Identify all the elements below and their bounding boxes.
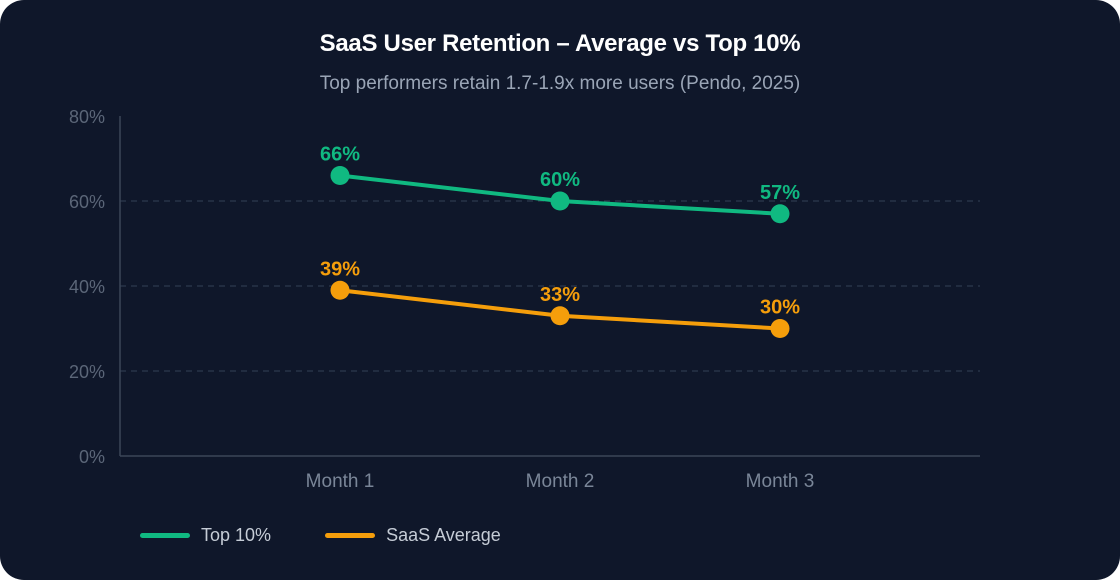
y-tick-label: 0% xyxy=(79,447,105,467)
data-label: 33% xyxy=(540,284,580,306)
legend-swatch-top10 xyxy=(140,533,190,538)
data-point xyxy=(770,204,790,224)
chart-title: SaaS User Retention – Average vs Top 10% xyxy=(319,30,801,57)
y-tick-label: 20% xyxy=(69,362,105,382)
legend-label-average: SaaS Average xyxy=(386,525,501,545)
legend-swatch-average xyxy=(325,533,376,538)
data-point xyxy=(330,166,350,185)
x-tick-label: Month 1 xyxy=(306,471,375,492)
data-label: 30% xyxy=(760,297,800,319)
legend-label-top10: Top 10% xyxy=(201,525,272,545)
x-tick-label: Month 3 xyxy=(746,471,815,492)
x-tick-label: Month 2 xyxy=(526,471,595,492)
data-label: 57% xyxy=(760,182,800,204)
chart-subtitle: Top performers retain 1.7-1.9x more user… xyxy=(319,73,801,94)
legend-item-average: SaaS Average xyxy=(325,525,501,546)
data-label: 39% xyxy=(320,258,360,280)
data-label: 60% xyxy=(540,169,580,191)
data-point xyxy=(770,319,790,338)
data-point xyxy=(550,191,570,211)
legend: Top 10% SaaS Average xyxy=(140,525,555,546)
data-label: 66% xyxy=(320,144,360,166)
data-point xyxy=(330,280,350,300)
legend-item-top10: Top 10% xyxy=(140,525,271,546)
y-tick-label: 40% xyxy=(69,277,105,297)
data-point xyxy=(550,306,570,326)
y-tick-label: 60% xyxy=(69,192,105,212)
y-tick-label: 80% xyxy=(69,107,105,127)
